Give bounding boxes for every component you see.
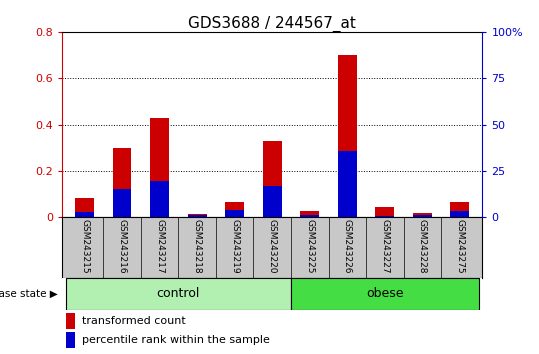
Bar	[263, 141, 281, 217]
Bar	[66, 332, 75, 348]
Bar	[300, 215, 319, 217]
Text: GSM243225: GSM243225	[305, 219, 314, 274]
Bar	[150, 118, 169, 217]
Bar	[300, 211, 319, 217]
Bar	[376, 207, 394, 217]
Text: GSM243275: GSM243275	[455, 219, 465, 274]
Bar	[225, 210, 244, 217]
Text: GSM243216: GSM243216	[118, 219, 127, 274]
Text: GSM243218: GSM243218	[192, 219, 202, 274]
Text: percentile rank within the sample: percentile rank within the sample	[82, 335, 270, 345]
Text: GSM243217: GSM243217	[155, 219, 164, 274]
Bar	[75, 212, 94, 217]
Text: GSM243220: GSM243220	[268, 219, 277, 274]
Title: GDS3688 / 244567_at: GDS3688 / 244567_at	[188, 16, 356, 32]
Text: obese: obese	[366, 287, 404, 301]
Bar	[291, 278, 479, 310]
Bar	[188, 214, 206, 217]
Text: transformed count: transformed count	[82, 316, 185, 326]
Bar	[75, 198, 94, 217]
Bar	[66, 278, 291, 310]
Text: GSM243219: GSM243219	[230, 219, 239, 274]
Text: GSM243227: GSM243227	[381, 219, 389, 274]
Bar	[188, 215, 206, 217]
Text: control: control	[157, 287, 200, 301]
Bar	[376, 216, 394, 217]
Bar	[113, 148, 132, 217]
Bar	[338, 151, 357, 217]
Text: GSM243226: GSM243226	[343, 219, 352, 274]
Bar	[451, 211, 469, 217]
Text: GSM243228: GSM243228	[418, 219, 427, 274]
Bar	[263, 186, 281, 217]
Bar	[451, 202, 469, 217]
Bar	[338, 55, 357, 217]
Bar	[413, 213, 432, 217]
Bar	[413, 215, 432, 217]
Bar	[113, 189, 132, 217]
Bar	[225, 202, 244, 217]
Bar	[66, 313, 75, 329]
Bar	[150, 181, 169, 217]
Text: disease state ▶: disease state ▶	[0, 289, 58, 299]
Text: GSM243215: GSM243215	[80, 219, 89, 274]
